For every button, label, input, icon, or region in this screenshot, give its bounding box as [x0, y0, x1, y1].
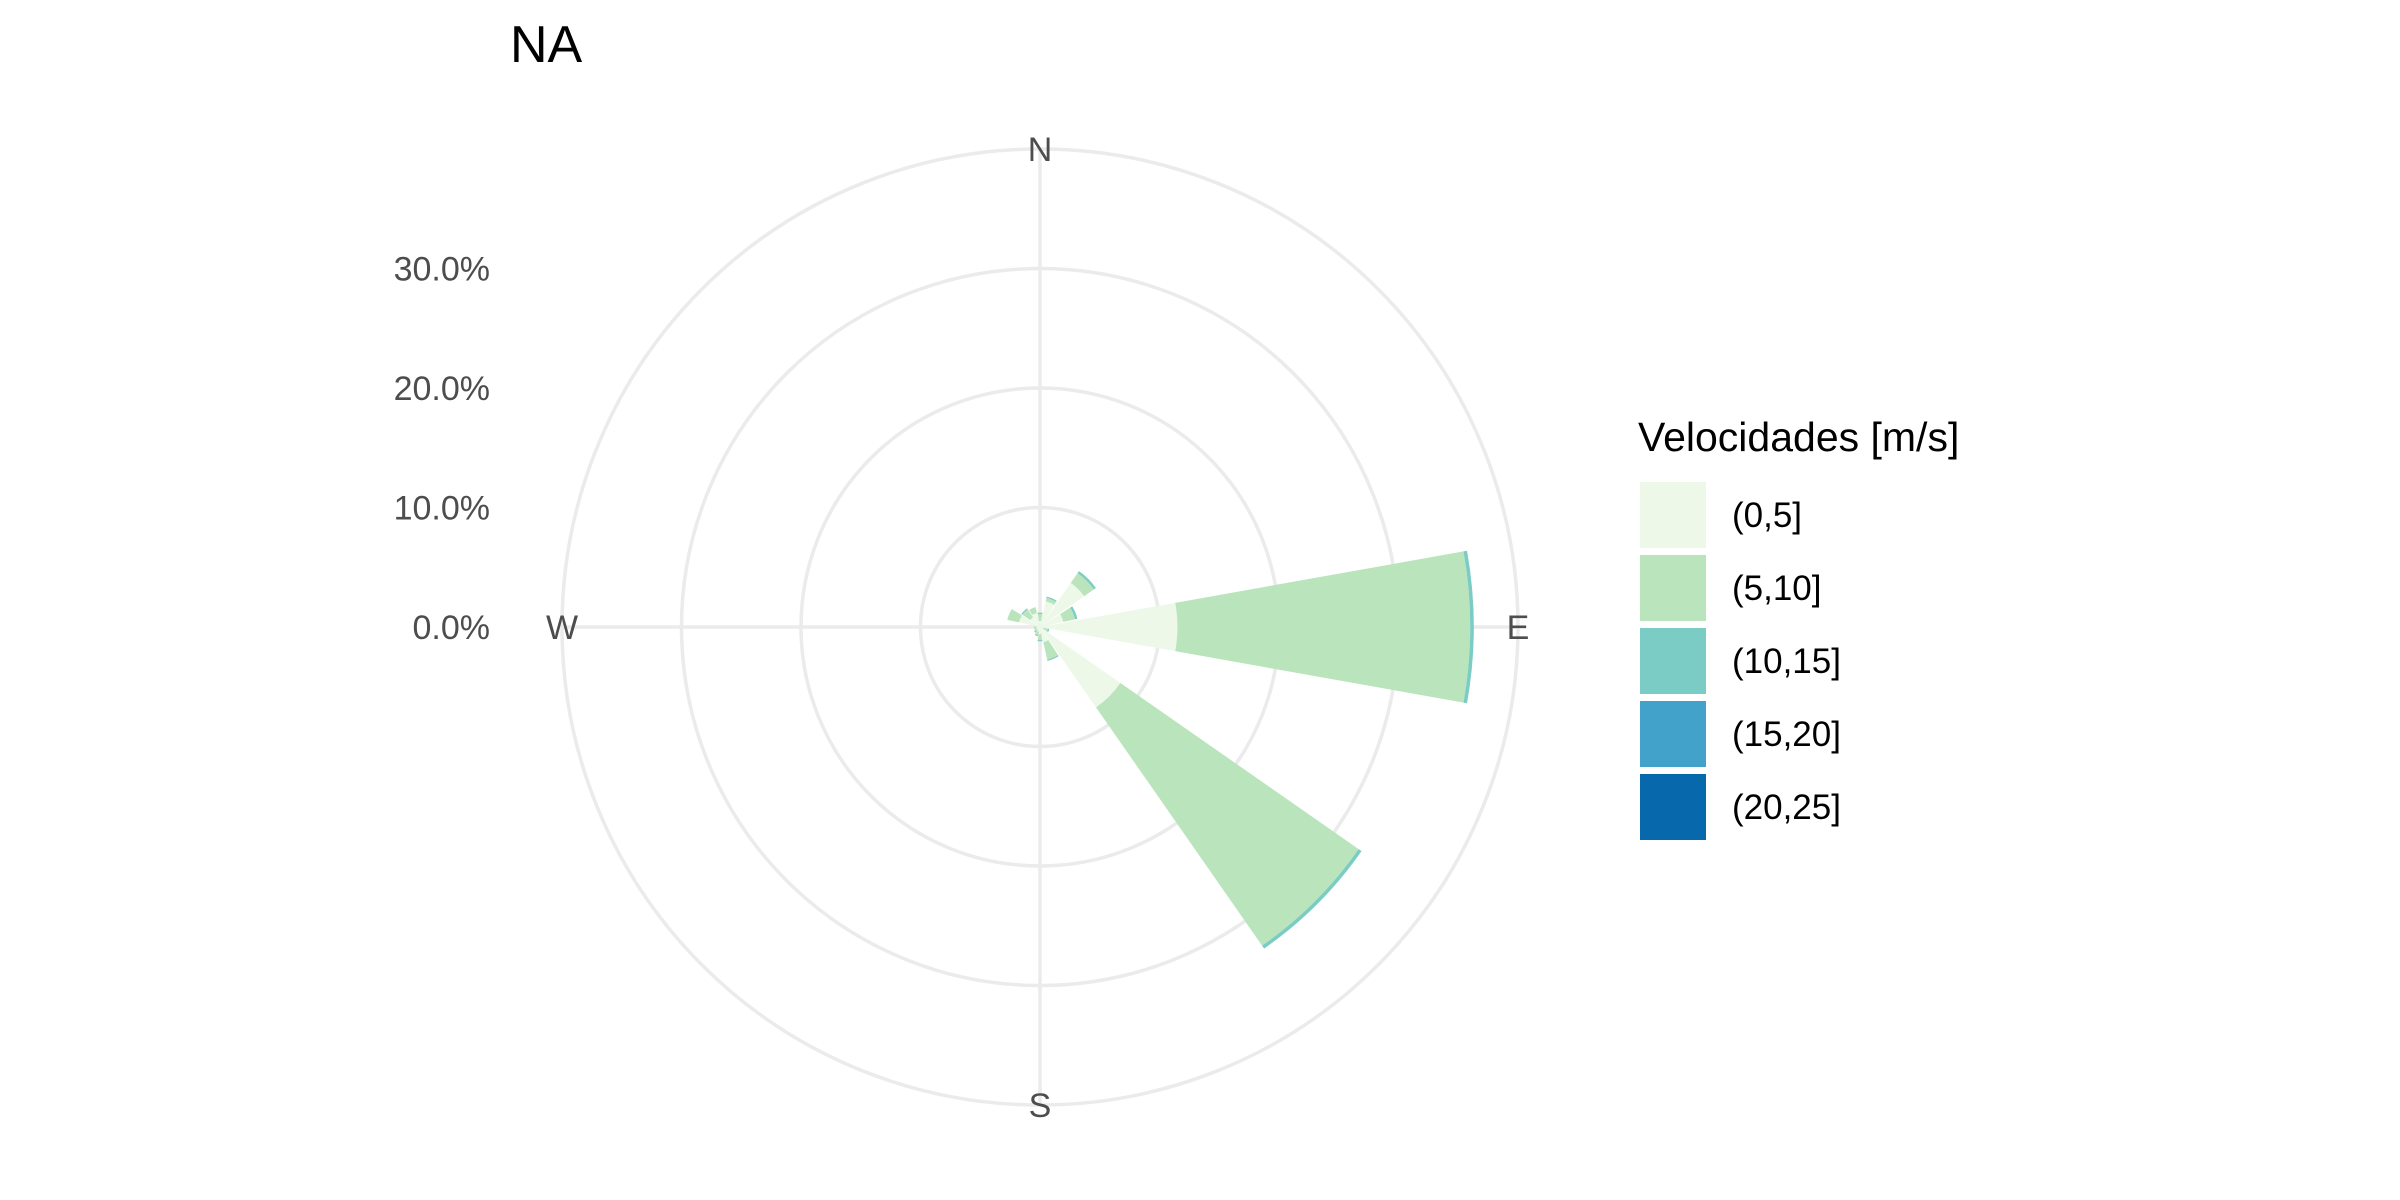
- wind-bar-3-2: [1070, 606, 1078, 620]
- wind-bar-3-0: [1040, 614, 1064, 627]
- wind-bar-1-2: [1046, 596, 1057, 602]
- legend-swatch: [1640, 482, 1706, 548]
- axis-labels: N E S W 0.0% 10.0% 20.0% 30.0%: [394, 131, 1530, 1125]
- wind-bar-6-0: [1040, 627, 1121, 708]
- wind-bar-10-0: [1037, 627, 1040, 630]
- radial-tick-label: 30.0%: [394, 251, 490, 289]
- direction-label-S: S: [1029, 1087, 1052, 1125]
- wind-bar-14-0: [1030, 617, 1040, 627]
- wind-bar-1-0: [1040, 601, 1055, 627]
- wind-bar-9-0: [1037, 627, 1040, 632]
- radial-tick-label: 0.0%: [413, 609, 491, 647]
- wind-bar-1-1: [1045, 597, 1057, 605]
- legend: Velocidades [m/s] (0,5] (5,10] (10,15] (15,…: [1638, 414, 1959, 840]
- legend-label: (0,5]: [1732, 496, 1802, 535]
- wind-bar-6-2: [1262, 849, 1362, 949]
- wind-bar-13-0: [1018, 615, 1040, 627]
- wind-bar-0-0: [1038, 621, 1042, 627]
- radial-tick-label: 10.0%: [394, 490, 490, 528]
- legend-label: (20,25]: [1732, 788, 1841, 827]
- legend-swatch: [1640, 628, 1706, 694]
- legend-swatch: [1640, 701, 1706, 767]
- wind-bar-12-0: [1036, 626, 1040, 628]
- legend-swatch: [1640, 555, 1706, 621]
- wind-bar-8-2: [1037, 639, 1043, 642]
- direction-label-N: N: [1028, 131, 1053, 169]
- wind-bar-3-1: [1060, 607, 1076, 622]
- legend-items: (0,5] (5,10] (10,15] (15,20] (20,25]: [1640, 482, 1841, 840]
- radial-tick-label: 20.0%: [394, 370, 490, 408]
- wind-bar-5-2: [1047, 628, 1050, 633]
- legend-label: (15,20]: [1732, 715, 1841, 754]
- wind-bar-5-1: [1043, 627, 1049, 632]
- direction-label-E: E: [1507, 609, 1530, 647]
- direction-label-W: W: [546, 609, 578, 647]
- wind-bar-10-1: [1035, 629, 1038, 632]
- wind-bar-2-0: [1040, 582, 1085, 627]
- wind-bar-6-1: [1096, 683, 1359, 946]
- legend-swatch: [1640, 774, 1706, 840]
- legend-label: (10,15]: [1732, 642, 1841, 681]
- wind-bar-11-1: [1034, 627, 1037, 631]
- wind-bar-8-1: [1037, 634, 1043, 641]
- wind-bar-0-2: [1037, 612, 1043, 615]
- legend-title: Velocidades [m/s]: [1638, 414, 1959, 460]
- wind-bar-4-1: [1175, 551, 1471, 703]
- wind-bar-5-0: [1040, 627, 1044, 629]
- wind-bar-13-1: [1007, 608, 1022, 623]
- legend-label: (5,10]: [1732, 569, 1822, 608]
- wind-bar-7-1: [1043, 640, 1059, 660]
- wind-bar-11-0: [1036, 627, 1040, 629]
- wind-bar-2-2: [1077, 571, 1096, 590]
- wind-bar-10-2: [1034, 630, 1037, 633]
- wind-bar-9-1: [1035, 631, 1039, 636]
- wind-bar-7-0: [1040, 627, 1049, 643]
- wind-bar-9-2: [1034, 634, 1039, 637]
- chart-title: NA: [510, 16, 583, 74]
- wind-bar-14-2: [1021, 608, 1028, 615]
- wind-bar-8-0: [1038, 627, 1042, 635]
- wind-bar-15-0: [1032, 612, 1040, 627]
- wind-bar-15-1: [1029, 607, 1037, 615]
- wind-bar-12-1: [1034, 625, 1037, 629]
- wind-bar-0-1: [1037, 613, 1043, 622]
- wind-bar-14-1: [1022, 609, 1034, 621]
- wind-bar-4-0: [1040, 602, 1178, 652]
- wind-bar-4-2: [1463, 550, 1474, 704]
- wind-bars: [1007, 550, 1474, 949]
- wind-bar-7-2: [1047, 655, 1059, 661]
- wind-bar-2-1: [1070, 573, 1094, 597]
